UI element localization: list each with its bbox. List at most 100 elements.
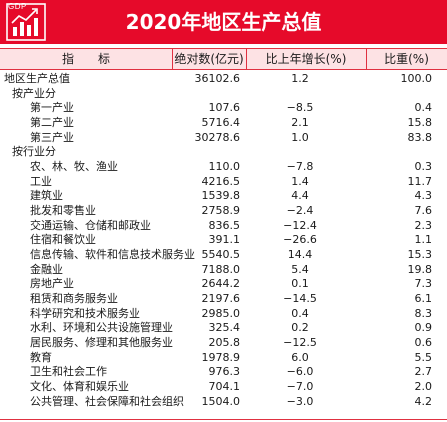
table-row: 农、林、牧、渔业 110.0 −7.8 0.3 <box>0 160 447 175</box>
row-absolute-value: 5716.4 <box>201 116 241 129</box>
row-absolute-value: 2644.2 <box>201 277 241 291</box>
row-growth: 6.0 <box>291 350 309 364</box>
row-growth: −12.4 <box>283 218 317 232</box>
header-share: 比重(%) <box>384 52 429 66</box>
row-growth: −7.0 <box>286 380 314 394</box>
row-name: 按行业分 <box>12 145 56 159</box>
row-growth: 5.4 <box>291 262 309 276</box>
row-name: 科学研究和技术服务业 <box>30 306 140 320</box>
table-row: 卫生和社会工作 976.3 −6.0 2.7 <box>0 365 447 380</box>
row-absolute-value: 836.5 <box>208 218 241 232</box>
row-absolute-value <box>176 145 240 160</box>
row-name: 租赁和商务服务业 <box>30 292 118 306</box>
row-share: 15.3 <box>407 248 433 262</box>
row-growth <box>260 87 340 102</box>
row-growth: 0.4 <box>291 306 309 320</box>
table-row: 第一产业 107.6 −8.5 0.4 <box>0 101 447 116</box>
row-name: 住宿和餐饮业 <box>30 233 96 247</box>
row-share: 0.3 <box>414 160 433 174</box>
table-row: 公共管理、社会保障和社会组织 1504.0 −3.0 4.2 <box>0 395 447 410</box>
row-growth: 14.4 <box>287 248 313 262</box>
row-growth: 4.4 <box>291 189 309 203</box>
row-name: 批发和零售业 <box>30 204 96 218</box>
row-absolute-value: 325.4 <box>208 321 241 335</box>
header-growth: 比上年增长(%) <box>265 52 347 66</box>
row-name: 按产业分 <box>12 86 56 100</box>
row-share: 100.0 <box>400 72 433 85</box>
row-absolute-value: 2758.9 <box>201 204 241 218</box>
row-name: 第一产业 <box>30 101 74 115</box>
row-absolute-value: 205.8 <box>208 336 241 350</box>
row-absolute-value: 1504.0 <box>201 394 241 408</box>
header-indicator: 指 标 <box>61 52 110 66</box>
row-share: 19.8 <box>407 262 433 276</box>
header-top-rule <box>0 48 447 49</box>
row-growth <box>260 145 340 160</box>
logo-text: GDP <box>8 2 27 11</box>
row-growth: 0.1 <box>291 277 309 291</box>
row-absolute-value: 110.0 <box>208 160 241 174</box>
column-separator <box>246 49 247 69</box>
row-growth: −6.0 <box>286 365 314 379</box>
row-share: 1.1 <box>414 233 433 247</box>
row-name: 地区生产总值 <box>4 72 70 85</box>
row-absolute-value: 391.1 <box>208 233 241 247</box>
header-absolute-value: 绝对数(亿元) <box>174 52 244 66</box>
row-growth: −7.8 <box>286 160 314 174</box>
row-absolute-value: 976.3 <box>208 365 241 379</box>
row-share: 83.8 <box>407 130 433 144</box>
table-row: 金融业 7188.0 5.4 19.8 <box>0 263 447 278</box>
page-title: 2020年地区生产总值 <box>125 10 322 34</box>
row-name: 金融业 <box>30 262 63 276</box>
table-bottom-rule <box>0 419 447 420</box>
row-name: 居民服务、修理和其他服务业 <box>30 336 173 350</box>
row-share: 0.6 <box>414 336 433 350</box>
row-share: 0.9 <box>414 321 433 335</box>
table-row: 交通运输、仓储和邮政业 836.5 −12.4 2.3 <box>0 219 447 234</box>
row-name: 公共管理、社会保障和社会组织 <box>30 394 184 408</box>
row-share: 6.1 <box>414 292 433 306</box>
table-row: 第三产业 30278.6 1.0 83.8 <box>0 131 447 146</box>
row-name: 工业 <box>30 174 52 188</box>
row-name: 交通运输、仓储和邮政业 <box>30 218 151 232</box>
row-share: 15.8 <box>407 116 433 129</box>
row-name: 建筑业 <box>30 189 63 203</box>
row-share: 0.4 <box>414 101 433 115</box>
row-share: 4.3 <box>414 189 433 203</box>
row-share: 2.7 <box>414 365 433 379</box>
table-row: 建筑业 1539.8 4.4 4.3 <box>0 189 447 204</box>
row-absolute-value: 107.6 <box>208 101 241 115</box>
column-separator <box>172 49 173 69</box>
gdp-chart-logo-icon <box>6 3 46 41</box>
table-header <box>0 49 447 69</box>
row-name: 水利、环境和公共设施管理业 <box>30 321 173 335</box>
row-growth: −12.5 <box>283 336 317 350</box>
row-absolute-value: 704.1 <box>208 380 241 394</box>
row-absolute-value: 36102.6 <box>194 72 241 85</box>
table-row: 住宿和餐饮业 391.1 −26.6 1.1 <box>0 233 447 248</box>
row-absolute-value <box>176 87 240 102</box>
row-growth: −14.5 <box>283 292 317 306</box>
header-bottom-rule <box>0 69 447 70</box>
row-name: 第二产业 <box>30 116 74 129</box>
row-absolute-value: 1539.8 <box>201 189 241 203</box>
table-row: 信息传输、软件和信息技术服务业 5540.5 14.4 15.3 <box>0 248 447 263</box>
row-growth: 0.2 <box>291 321 309 335</box>
row-share: 2.3 <box>414 218 433 232</box>
column-separator <box>366 49 367 69</box>
row-absolute-value: 2197.6 <box>201 292 241 306</box>
table-row: 第二产业 5716.4 2.1 15.8 <box>0 116 447 131</box>
table-row: 地区生产总值 36102.6 1.2 100.0 <box>0 72 447 87</box>
row-name: 文化、体育和娱乐业 <box>30 380 129 394</box>
row-share: 5.5 <box>414 350 433 364</box>
row-share: 7.3 <box>414 277 433 291</box>
table-row: 水利、环境和公共设施管理业 325.4 0.2 0.9 <box>0 321 447 336</box>
row-absolute-value: 30278.6 <box>194 130 241 144</box>
row-name: 卫生和社会工作 <box>30 365 107 379</box>
row-growth: −26.6 <box>283 233 317 247</box>
table-row: 居民服务、修理和其他服务业 205.8 −12.5 0.6 <box>0 336 447 351</box>
table-row: 工业 4216.5 1.4 11.7 <box>0 175 447 190</box>
table-row: 按产业分 <box>0 87 447 102</box>
row-absolute-value: 1978.9 <box>201 350 241 364</box>
